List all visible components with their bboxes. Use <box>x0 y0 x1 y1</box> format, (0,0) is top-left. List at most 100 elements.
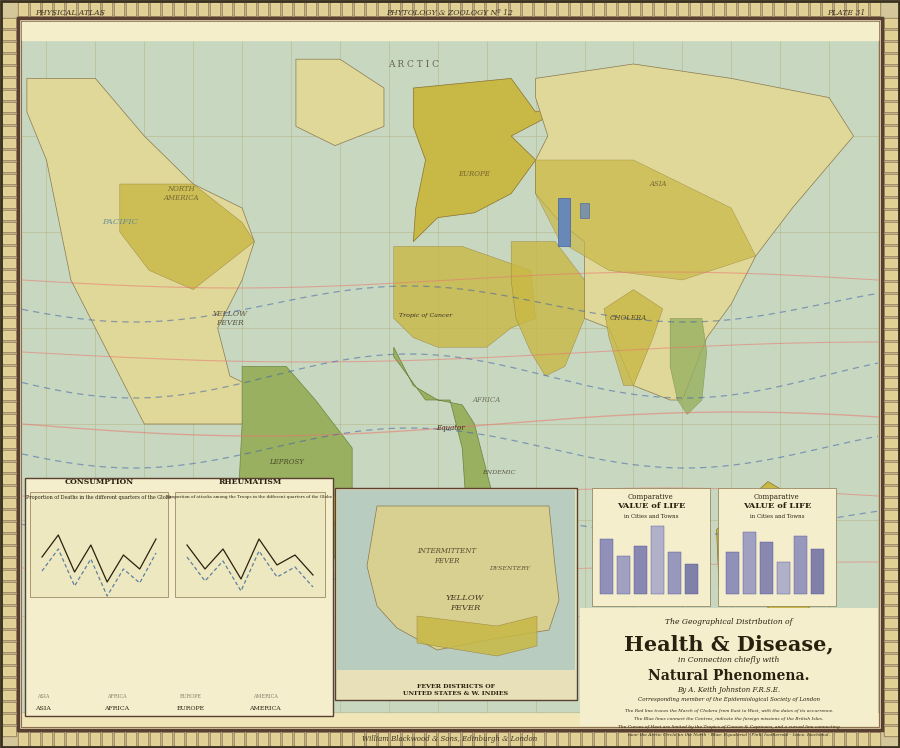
Bar <box>187 733 195 745</box>
Bar <box>22 22 878 40</box>
Bar <box>715 3 723 15</box>
Bar <box>3 487 15 495</box>
Bar <box>282 732 292 746</box>
Bar <box>79 733 87 745</box>
Text: The Curves of Heat are limited by the Tropics of Cancer & Capricorn, and a curve: The Curves of Heat are limited by the Tr… <box>618 725 840 729</box>
Polygon shape <box>27 79 255 424</box>
Bar <box>114 2 124 16</box>
Bar <box>884 18 898 28</box>
Bar <box>775 3 783 15</box>
Bar <box>487 3 495 15</box>
Bar <box>885 379 897 387</box>
Bar <box>210 2 220 16</box>
Bar <box>91 3 99 15</box>
Bar <box>884 534 898 544</box>
Bar <box>775 733 783 745</box>
Bar <box>90 732 100 746</box>
Bar <box>885 715 897 723</box>
Bar <box>884 378 898 388</box>
Bar <box>834 732 844 746</box>
Bar <box>547 3 555 15</box>
Bar <box>270 732 280 746</box>
Bar <box>259 3 267 15</box>
Text: PLATE 31: PLATE 31 <box>827 9 865 17</box>
Bar <box>462 732 472 746</box>
Bar <box>2 126 16 136</box>
Bar <box>43 733 51 745</box>
Bar <box>885 439 897 447</box>
Bar <box>642 2 652 16</box>
Text: SOUTH
AMERICA: SOUTH AMERICA <box>274 488 309 505</box>
Bar <box>743 532 756 594</box>
Bar <box>884 174 898 184</box>
Bar <box>355 3 363 15</box>
Bar <box>115 3 123 15</box>
Bar <box>885 43 897 51</box>
Bar <box>750 2 760 16</box>
Bar <box>3 499 15 507</box>
Bar <box>714 732 724 746</box>
Bar <box>631 3 639 15</box>
Bar <box>582 732 592 746</box>
Polygon shape <box>279 496 340 592</box>
Bar <box>884 162 898 172</box>
Bar <box>2 618 16 628</box>
Bar <box>331 733 339 745</box>
Text: in Cities and Towns: in Cities and Towns <box>624 514 679 519</box>
Bar <box>884 78 898 88</box>
Bar <box>884 522 898 532</box>
Bar <box>884 438 898 448</box>
Bar <box>3 643 15 651</box>
Bar <box>822 2 832 16</box>
Bar <box>3 175 15 183</box>
Text: CONSUMPTION: CONSUMPTION <box>65 478 133 486</box>
Bar <box>450 732 460 746</box>
Bar <box>54 2 64 16</box>
Bar <box>885 91 897 99</box>
Bar <box>2 474 16 484</box>
Bar <box>2 438 16 448</box>
Bar <box>2 678 16 688</box>
Bar <box>884 270 898 280</box>
Bar <box>462 2 472 16</box>
Bar <box>547 733 555 745</box>
Bar <box>884 654 898 664</box>
Bar <box>884 690 898 700</box>
Bar <box>546 2 556 16</box>
Bar <box>885 523 897 531</box>
Bar <box>415 733 423 745</box>
Bar <box>511 733 519 745</box>
Bar <box>66 2 76 16</box>
Bar <box>342 732 352 746</box>
Bar <box>307 733 315 745</box>
Bar <box>439 733 447 745</box>
Bar <box>885 511 897 519</box>
Bar <box>487 733 495 745</box>
Bar <box>885 703 897 711</box>
Bar <box>618 732 628 746</box>
Bar <box>3 139 15 147</box>
Bar <box>558 2 568 16</box>
Text: AMERICA: AMERICA <box>249 705 281 711</box>
Bar <box>198 2 208 16</box>
Bar <box>2 390 16 400</box>
Bar <box>884 618 898 628</box>
Bar <box>702 2 712 16</box>
Bar <box>884 462 898 472</box>
Bar <box>884 318 898 328</box>
Bar <box>2 630 16 640</box>
Bar <box>55 3 63 15</box>
Bar <box>582 2 592 16</box>
Bar <box>378 732 388 746</box>
Bar <box>330 732 340 746</box>
Bar <box>246 732 256 746</box>
Bar <box>415 3 423 15</box>
Bar <box>546 732 556 746</box>
Polygon shape <box>558 198 570 246</box>
Bar <box>223 733 231 745</box>
Bar <box>30 2 40 16</box>
Bar <box>885 559 897 567</box>
Bar <box>3 571 15 579</box>
Bar <box>295 3 303 15</box>
Bar <box>884 546 898 556</box>
